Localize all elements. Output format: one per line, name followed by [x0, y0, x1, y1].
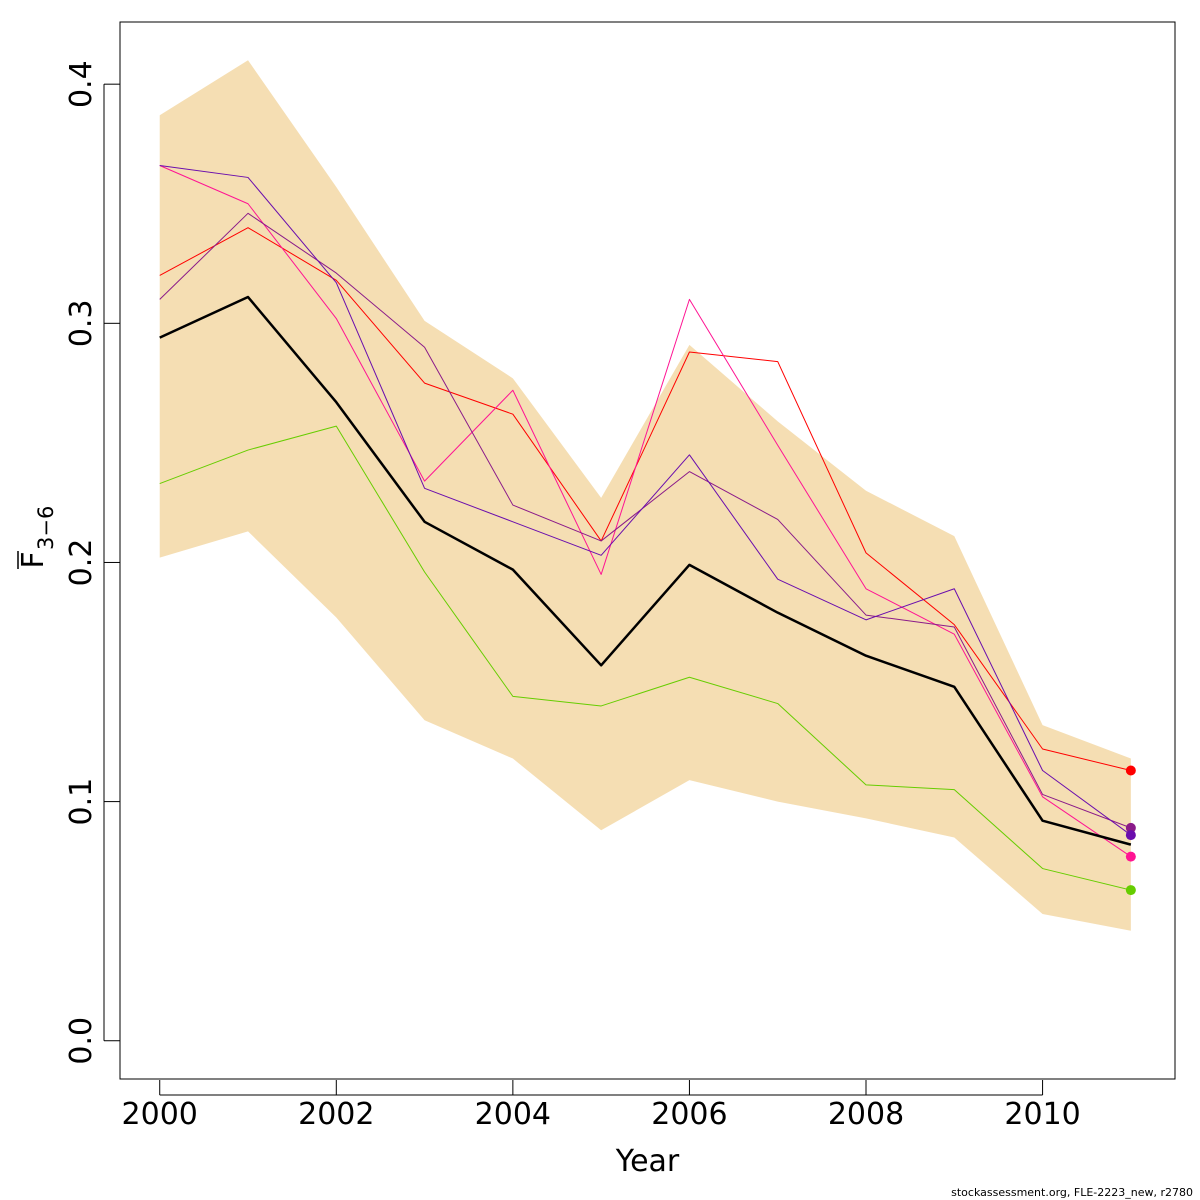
x-tick-label-2002: 2002 — [298, 1097, 374, 1132]
confidence-band — [159, 60, 1131, 931]
series-endpoint-6 — [1125, 885, 1136, 896]
x-axis-title: Year — [615, 1144, 680, 1179]
y-tick-label-1: 0.1 — [64, 778, 99, 826]
y-tick-label-3: 0.3 — [64, 299, 99, 347]
series-line-1 — [159, 295, 1132, 846]
series-layer — [159, 164, 1132, 891]
series-line-6 — [159, 425, 1131, 891]
series-line-4 — [159, 212, 1132, 829]
y-axis: 0.0 0.1 0.2 0.3 0.4 — [64, 60, 120, 1065]
y-axis-title-subscript: 3−6 — [34, 506, 58, 550]
y-tick-label-0: 0.0 — [64, 1017, 99, 1065]
series-line-5 — [159, 164, 1132, 836]
confidence-band-layer — [159, 60, 1131, 931]
series-line-3 — [159, 165, 1132, 858]
endpoint-layer — [1125, 765, 1136, 896]
x-tick-label-2008: 2008 — [828, 1097, 904, 1132]
series-endpoint-4 — [1125, 822, 1136, 833]
x-tick-label-2000: 2000 — [122, 1097, 198, 1132]
y-axis-title-main: F — [16, 551, 51, 568]
x-tick-label-2010: 2010 — [1004, 1097, 1080, 1132]
plot-frame — [119, 21, 1176, 1080]
series-line-2 — [159, 227, 1131, 771]
footer-note: stockassessment.org, FLE-2223_new, r2780 — [951, 1186, 1193, 1199]
y-tick-label-2: 0.2 — [64, 539, 99, 587]
series-endpoint-3 — [1125, 851, 1136, 862]
series-endpoint-5 — [1125, 830, 1136, 841]
x-tick-label-2004: 2004 — [475, 1097, 551, 1132]
y-tick-label-4: 0.4 — [64, 60, 99, 108]
series-endpoint-2 — [1125, 765, 1136, 776]
y-axis-title: F 3−6 — [16, 506, 58, 569]
x-tick-label-2006: 2006 — [651, 1097, 727, 1132]
x-axis: 2000 2002 2004 2006 2008 2010 — [122, 1080, 1081, 1132]
